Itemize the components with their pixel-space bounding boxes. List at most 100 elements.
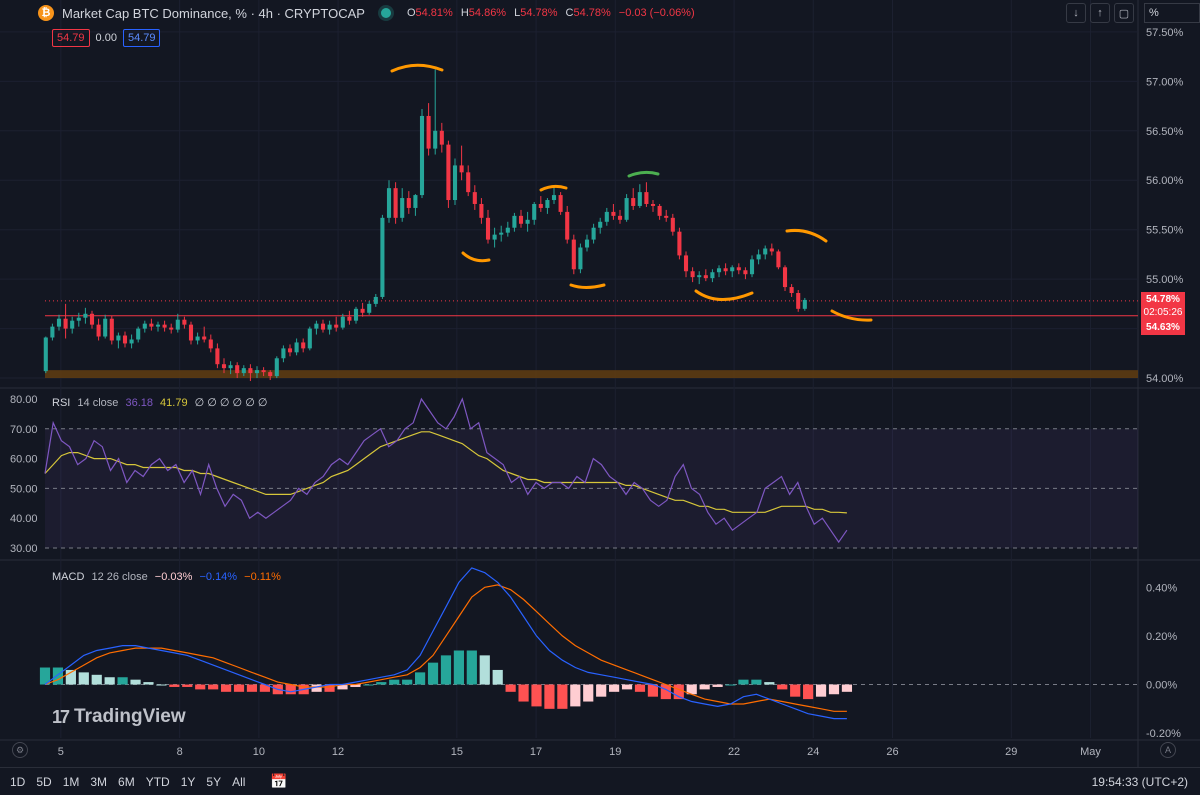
candle (591, 227, 596, 240)
time-axis-label: 19 (609, 746, 621, 758)
candle (802, 299, 807, 309)
range-1y[interactable]: 1Y (180, 774, 196, 789)
calendar-icon[interactable]: 📅 (270, 773, 288, 789)
rsi-axis-label: 30.00 (10, 543, 38, 555)
macd-histogram-bar (130, 679, 141, 685)
scale-mode-button[interactable]: % (1144, 3, 1200, 23)
candle (221, 364, 227, 369)
macd-histogram-bar (699, 684, 710, 690)
symbol-title[interactable]: Market Cap BTC Dominance, % · 4h · CRYPT… (62, 5, 365, 21)
range-5y[interactable]: 5Y (206, 774, 222, 789)
rsi-axis-label: 70.00 (10, 424, 38, 436)
range-all[interactable]: All (232, 774, 246, 789)
macd-histogram-bar (39, 667, 51, 685)
candle (716, 268, 722, 273)
candle (644, 192, 649, 204)
macd-histogram-bar (544, 684, 555, 709)
candle (584, 239, 590, 248)
ohlc-open-label: O (406, 7, 416, 19)
timezone-settings-icon[interactable]: ⚙ (12, 742, 28, 758)
bid-box[interactable]: 54.79 (52, 29, 90, 47)
macd-histogram-bar (518, 684, 529, 702)
arrow-down-icon[interactable]: ↓ (1066, 3, 1086, 23)
candle (215, 348, 220, 365)
ask-box[interactable]: 54.79 (122, 29, 161, 47)
range-1m[interactable]: 1M (62, 774, 80, 789)
macd-histogram-bar (803, 684, 814, 700)
macd-histogram-bar (751, 679, 762, 685)
arrow-up-icon[interactable]: ↑ (1090, 3, 1110, 23)
macd-histogram-bar (311, 684, 322, 692)
quote-boxes: 54.79 0.00 54.79 (52, 29, 161, 47)
candle (380, 217, 385, 297)
fullscreen-icon[interactable]: ▢ (1114, 3, 1134, 23)
macd-histogram-bar (246, 684, 258, 692)
candle (122, 335, 128, 344)
candle (749, 259, 755, 275)
candle (446, 144, 451, 201)
time-axis-label: 22 (728, 746, 740, 758)
macd-histogram-bar (621, 684, 633, 690)
macd-histogram-bar (324, 684, 335, 692)
candle (202, 336, 207, 340)
candle (703, 275, 708, 279)
candle (208, 339, 213, 349)
candle (452, 165, 458, 201)
candle (433, 130, 438, 149)
macd-params: 12 26 close (91, 571, 148, 583)
annotation-arc (830, 309, 873, 322)
ohlc-high-value: 54.86% (468, 7, 507, 19)
candle (63, 318, 68, 329)
macd-legend[interactable]: MACD 12 26 close −0.03% −0.14% −0.11% (52, 571, 285, 583)
macd-histogram-bar (453, 650, 464, 685)
candle (149, 323, 154, 327)
candle (512, 215, 517, 228)
candle (175, 319, 180, 330)
macd-histogram-bar (376, 682, 387, 685)
symbol-legend[interactable]: ₿ Market Cap BTC Dominance, % · 4h · CRY… (38, 5, 699, 21)
candle (169, 327, 174, 330)
candle (499, 232, 504, 235)
candle (235, 365, 240, 374)
macd-histogram-bar (609, 684, 620, 692)
range-6m[interactable]: 6M (118, 774, 135, 789)
ohlc-open: O54.81% (407, 7, 453, 19)
candle (129, 339, 134, 344)
ohlc-low-label: L (514, 7, 521, 19)
rsi-legend[interactable]: RSI 14 close 36.18 41.79 ∅ ∅ ∅ ∅ ∅ ∅ (52, 396, 271, 409)
candle (261, 370, 266, 373)
candle (155, 324, 161, 327)
auto-scale-icon[interactable]: A (1160, 742, 1176, 758)
tradingview-logo[interactable]: 17 TradingView (52, 706, 186, 728)
candle (142, 323, 147, 329)
candle (89, 313, 95, 325)
clock-timezone[interactable]: 19:54:33 (UTC+2) (1091, 775, 1188, 789)
macd-histogram-bar (596, 684, 607, 697)
candle (756, 254, 761, 260)
candle (485, 217, 491, 240)
ohlc-close-value: 54.78% (573, 7, 611, 19)
macd-signal-line (44, 584, 847, 712)
time-axis-label: 17 (530, 746, 542, 758)
ohlc-high: H54.86% (461, 7, 506, 19)
candle (301, 342, 306, 349)
range-3m[interactable]: 3M (90, 774, 108, 789)
rsi-ma-line (44, 431, 847, 514)
ohlc-low-value: 54.78% (520, 7, 558, 19)
candle (545, 200, 550, 208)
range-ytd[interactable]: YTD (145, 774, 170, 789)
macd-histogram-bar (208, 684, 219, 690)
candle (631, 198, 636, 206)
range-5d[interactable]: 5D (36, 774, 52, 789)
range-1d[interactable]: 1D (10, 774, 26, 789)
candle (76, 317, 81, 321)
macd-histogram-bar (828, 684, 840, 695)
candle (287, 348, 293, 353)
price-axis-label: 56.50% (1146, 126, 1184, 138)
candle (254, 370, 260, 374)
bottom-toolbar: 1D 5D 1M 3M 6M YTD 1Y 5Y All 📅 19:54:33 … (0, 767, 1200, 795)
tradingview-wordmark: TradingView (74, 706, 186, 727)
candle (677, 231, 682, 256)
last-price-tag: 54.78% 02:05:26 (1141, 292, 1185, 321)
